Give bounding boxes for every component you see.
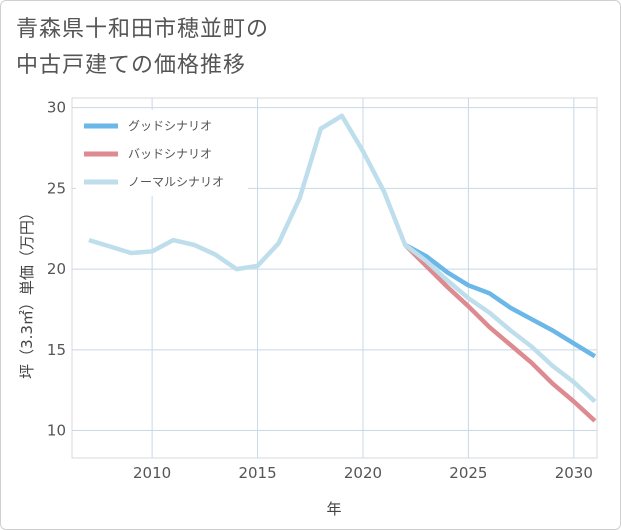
legend-label-3: ノーマルシナリオ [128, 175, 224, 189]
x-tick-label: 2030 [555, 464, 593, 482]
x-tick-label: 2015 [238, 464, 276, 482]
x-tick-label: 2010 [133, 464, 171, 482]
chart-title-line-1: 青森県十和田市穂並町の [16, 17, 270, 42]
y-tick-label: 20 [47, 260, 66, 278]
series-lines [88, 113, 597, 423]
legend-label-2: バッドシナリオ [128, 147, 212, 161]
legend-label-1: グッドシナリオ [128, 119, 212, 133]
y-tick-label: 10 [47, 422, 66, 440]
x-tick-label: 2025 [449, 464, 487, 482]
chart-title-line-2: 中古戸建ての価格推移 [16, 53, 247, 78]
series-line-1 [404, 242, 597, 359]
y-tick-label: 15 [47, 341, 66, 359]
series-line-2 [403, 243, 597, 423]
y-axis-label: 坪（3.3㎡）単価（万円） [18, 205, 36, 379]
chart-title: 青森県十和田市穂並町の 中古戸建ての価格推移 [16, 12, 269, 84]
y-tick-label: 30 [47, 99, 66, 117]
x-tick-label: 2020 [344, 464, 382, 482]
y-tick-label: 25 [47, 179, 66, 197]
series-line-3 [88, 113, 597, 404]
x-axis-label: 年 [326, 500, 341, 518]
